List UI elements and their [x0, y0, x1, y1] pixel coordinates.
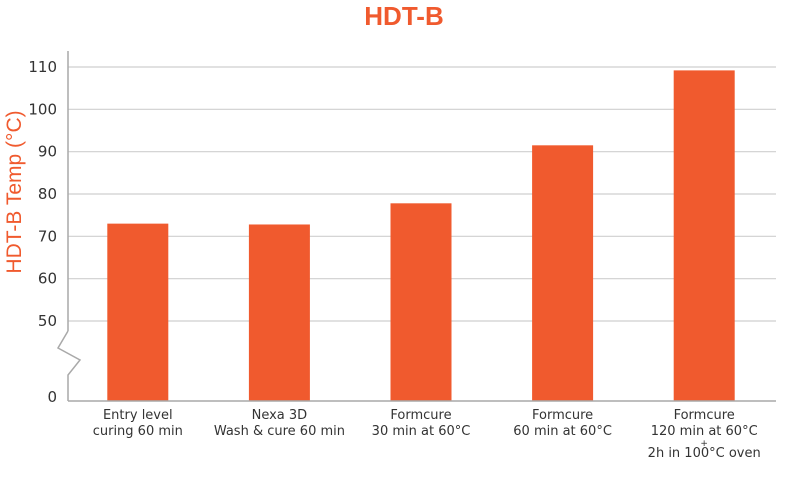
x-category-labels: Entry level curing 60 min Nexa 3D Wash & cu…	[93, 408, 761, 461]
y-tick-label: 60	[38, 270, 57, 288]
x-category-label: Formcure 30 min at 60°C	[372, 408, 471, 439]
y-axis-label: HDT-B Temp (°C)	[3, 110, 26, 273]
x-category-label: Entry level curing 60 min	[93, 408, 183, 439]
y-tick-label: 110	[28, 58, 57, 76]
x-category-label: Nexa 3D Wash & cure 60 min	[214, 408, 345, 439]
y-tick-labels: 110 100 90 80 70 60 50 0	[28, 58, 57, 406]
x-category-label: Formcure 120 min at 60°C +2h in 100°C oven	[648, 408, 761, 461]
y-tick-label: 80	[38, 185, 57, 203]
y-tick-label: 100	[28, 100, 57, 118]
bar	[532, 145, 594, 401]
bars	[107, 70, 735, 402]
chart-title: HDT-B	[364, 1, 443, 31]
x-category-label: Formcure 60 min at 60°C	[513, 408, 612, 439]
bar	[390, 203, 452, 401]
y-tick-label: 0	[47, 388, 57, 406]
y-axis-break	[56, 330, 82, 401]
y-tick-label: 90	[38, 143, 57, 161]
y-tick-label: 70	[38, 227, 57, 245]
bar	[673, 70, 735, 402]
y-tick-label: 50	[38, 312, 57, 330]
bar	[107, 223, 169, 401]
bar	[248, 224, 310, 401]
